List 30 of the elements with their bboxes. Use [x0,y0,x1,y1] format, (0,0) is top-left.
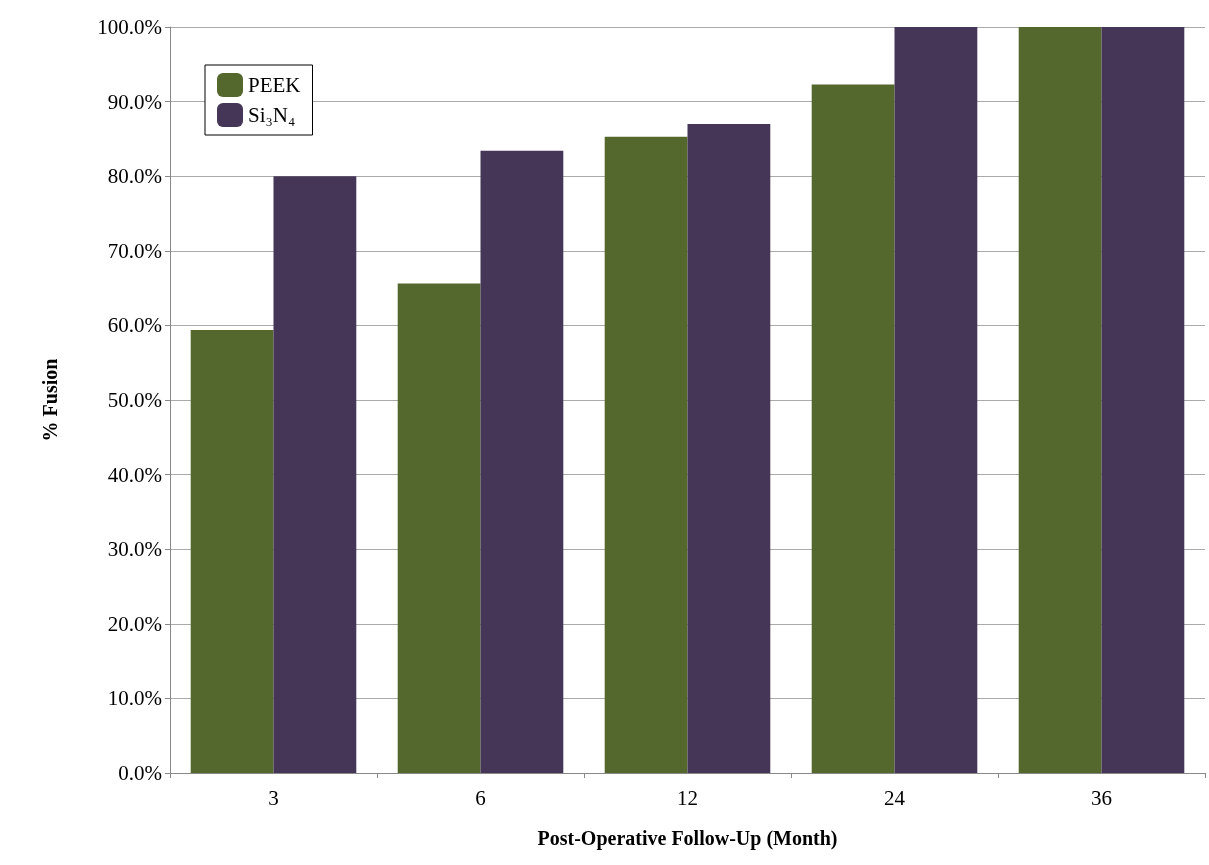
legend-label: PEEK [248,73,301,97]
y-tick-label: 50.0% [107,388,162,412]
y-axis-title: % Fusion [39,358,61,442]
y-tick-label: 90.0% [107,89,162,114]
bar [397,283,481,773]
legend-label: Si₃N₄ [248,103,296,127]
bar [604,136,688,773]
y-tick-label: 100.0% [97,15,162,39]
bar [273,176,357,773]
bar [190,329,274,773]
y-tick-label: 0.0% [118,761,162,785]
y-tick-label: 20.0% [107,611,162,636]
x-tick-label: 3 [268,785,279,810]
x-axis-title: Post-Operative Follow-Up (Month) [537,827,838,850]
y-tick-label: 40.0% [107,462,162,487]
y-tick-label: 70.0% [107,238,162,263]
x-tick-label: 24 [884,785,906,810]
bar [1101,27,1185,773]
x-tick-label: 12 [677,785,698,810]
y-tick-label: 80.0% [107,164,162,189]
bar [894,27,978,773]
y-tick-label: 10.0% [107,686,162,711]
bar [1018,27,1102,773]
x-tick-label: 6 [475,785,486,810]
bar [811,84,895,773]
bar [480,150,564,773]
bar [687,123,771,773]
y-tick-label: 30.0% [107,537,162,562]
x-tick-label: 36 [1091,785,1112,810]
y-tick-label: 60.0% [107,313,162,338]
